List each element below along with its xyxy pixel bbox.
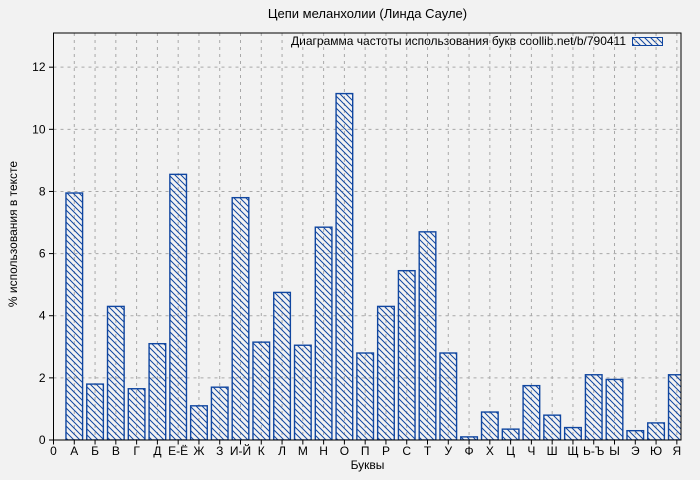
- bar-Ф: [460, 436, 479, 440]
- bar-И-Й: [231, 196, 250, 440]
- x-tick-label: Г: [133, 444, 140, 458]
- x-tick-label: К: [258, 444, 265, 458]
- x-tick-label: О: [340, 444, 349, 458]
- x-tick-label: П: [361, 444, 370, 458]
- bar-Ю: [647, 422, 666, 440]
- bar-Е-Ё: [169, 173, 188, 440]
- x-tick-label: Р: [382, 444, 390, 458]
- legend-swatch-icon: [632, 36, 663, 46]
- x-tick-label: Ф: [465, 444, 474, 458]
- x-tick-label: У: [444, 444, 452, 458]
- bar-Н: [314, 226, 333, 440]
- x-tick-label: Э: [631, 444, 640, 458]
- axis-ticks: [49, 66, 678, 445]
- bar-Ж: [189, 405, 208, 440]
- x-tick-label: Т: [424, 444, 432, 458]
- x-tick-label: А: [70, 444, 78, 458]
- x-tick-label: И-Й: [230, 443, 251, 458]
- x-tick-label: Ю: [650, 444, 662, 458]
- y-tick-label: 6: [39, 247, 46, 261]
- y-tick-label: 8: [39, 184, 46, 198]
- y-tick-label: 10: [32, 122, 46, 136]
- bar-М: [293, 344, 312, 440]
- x-tick-label: С: [402, 444, 411, 458]
- x-tick-label: М: [298, 444, 308, 458]
- x-tick-label: В: [112, 444, 120, 458]
- bar-У: [439, 352, 458, 440]
- x-tick-label: Х: [486, 444, 494, 458]
- bar-Х: [480, 411, 499, 440]
- x-tick-label: Ч: [527, 444, 535, 458]
- legend: Диаграмма частоты использования букв coo…: [291, 34, 663, 48]
- x-tick-label: Б: [91, 444, 99, 458]
- bar-Р: [376, 305, 395, 440]
- x-tick-label: Д: [153, 444, 161, 458]
- bar-Ц: [501, 428, 520, 440]
- y-tick-label: 0: [39, 433, 46, 447]
- bar-Б: [86, 383, 105, 440]
- y-tick-label: 2: [39, 371, 46, 385]
- x-tick-label: З: [216, 444, 223, 458]
- bar-К: [252, 341, 271, 440]
- x-tick-label: Ш: [547, 444, 558, 458]
- bar-А: [65, 192, 84, 440]
- x-tick-label: Л: [278, 444, 286, 458]
- bar-П: [356, 352, 375, 440]
- bar-Т: [418, 231, 437, 440]
- x-tick-label: Я: [673, 444, 682, 458]
- bar-Э: [626, 429, 645, 440]
- bar-Щ: [563, 426, 582, 440]
- bar-Л: [273, 291, 292, 440]
- x-axis-label: Буквы: [350, 458, 385, 472]
- x-tick-label: Н: [319, 444, 328, 458]
- bar-Ч: [522, 384, 541, 440]
- bar-Ы: [605, 378, 624, 440]
- bar-Г: [127, 388, 146, 440]
- x-tick-label: Ы: [609, 444, 620, 458]
- bar-Ь-Ъ: [584, 374, 603, 440]
- x-tick-label: 0: [50, 444, 57, 458]
- bar-Ш: [543, 414, 562, 440]
- y-tick-label: 4: [39, 309, 46, 323]
- legend-label: Диаграмма частоты использования букв coo…: [291, 34, 626, 48]
- plot-frame: [53, 32, 682, 441]
- plot-border: [53, 32, 682, 441]
- bar-С: [397, 269, 416, 440]
- y-tick-label: 12: [32, 60, 46, 74]
- bar-О: [335, 92, 354, 440]
- x-tick-label: Ь-Ъ: [583, 444, 604, 458]
- legend-swatch-rect: [632, 36, 663, 46]
- bars: [65, 92, 681, 440]
- x-tick-label: Ж: [193, 444, 204, 458]
- bar-В: [106, 305, 125, 440]
- bar-Д: [148, 342, 167, 440]
- x-tick-label: Е-Ё: [168, 444, 188, 458]
- x-tick-label: Щ: [567, 444, 578, 458]
- x-tick-label: Ц: [506, 444, 515, 458]
- bar-Я: [667, 374, 681, 440]
- axis-tick-labels: 0 А Б В Г Д Е-Ё Ж З И-Й К Л М Н О П Р С Т У Ф Х Ц Ч Ш Щ Ь-Ъ Ы Э Ю Я024…: [32, 60, 681, 458]
- chart-title: Цепи меланхолии (Линда Сауле): [267, 6, 468, 21]
- bar-З: [210, 386, 229, 440]
